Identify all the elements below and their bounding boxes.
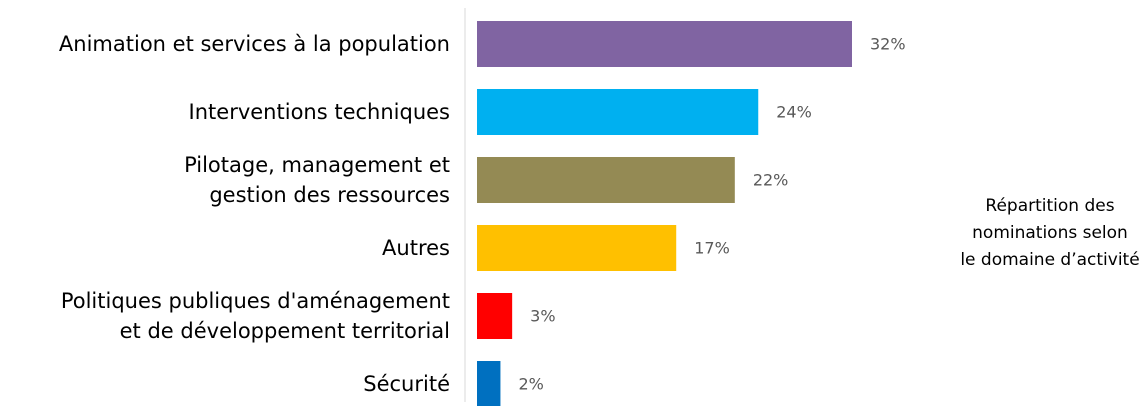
value-label: 2%: [518, 374, 544, 394]
bar: [477, 89, 759, 135]
bar: [477, 21, 852, 67]
value-label: 24%: [776, 102, 812, 122]
category-label: Animation et services à la population: [58, 32, 450, 56]
category-label: Autres: [382, 236, 450, 260]
chart-title: Répartition des nominations selon le dom…: [960, 196, 1140, 270]
value-label: 22%: [752, 170, 789, 190]
category-label: Politiques publiques d'aménagement et de…: [60, 289, 450, 343]
category-label: Pilotage, management et gestion des ress…: [184, 153, 450, 207]
bar: [477, 225, 677, 271]
bar: [477, 361, 501, 406]
bar: [477, 157, 735, 203]
category-label: Interventions techniques: [188, 100, 450, 124]
value-label: 3%: [530, 306, 556, 326]
category-label: Sécurité: [363, 372, 450, 396]
value-label: 17%: [694, 238, 730, 258]
value-label: 32%: [870, 34, 906, 54]
bar: [477, 293, 513, 339]
